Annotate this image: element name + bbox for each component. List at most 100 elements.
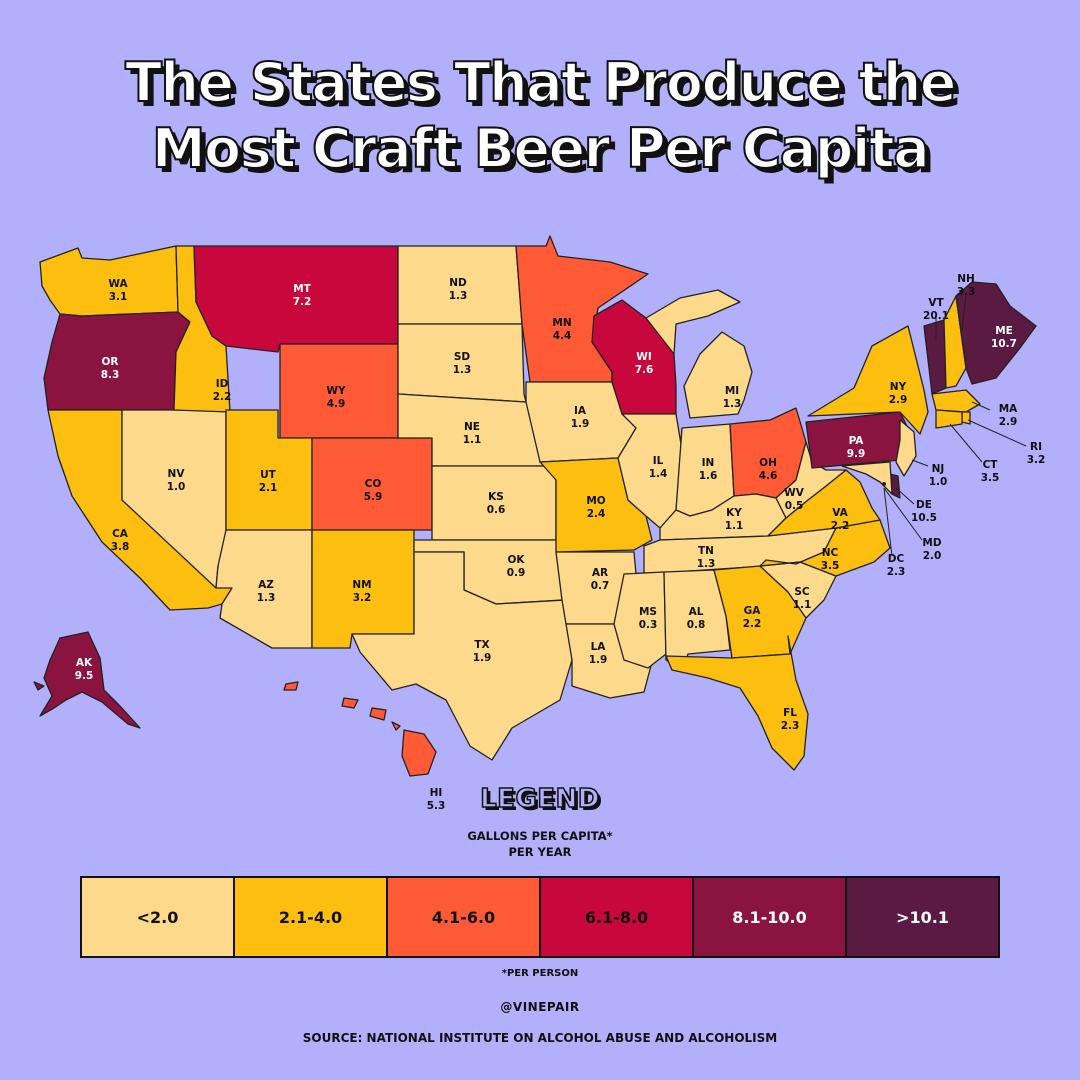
state-label-hi: HI5.3 [427,787,446,812]
state-abbr: SC [794,586,810,598]
state-label-id: ID2.2 [213,378,232,403]
state-abbr: NJ [932,463,945,475]
state-label-va: VA2.2 [831,507,850,532]
state-abbr: ME [995,325,1013,337]
state-label-wa: WA3.1 [108,278,128,303]
state-abbr: CT [983,459,999,471]
state-label-ms: MS0.3 [639,606,658,631]
state-abbr: AR [592,567,608,579]
label-leader-lines [883,293,1027,557]
state-value: 9.5 [75,670,94,682]
state-abbr: VT [928,297,944,309]
legend-bin-0: <2.0 [82,878,235,956]
state-sd [397,323,527,403]
legend-subtitle-line-1: GALLONS PER CAPITA* [467,829,613,843]
state-value: 5.9 [364,491,383,503]
state-value: 2.2 [743,618,762,630]
state-label-nj: NJ1.0 [929,463,948,488]
state-abbr: NC [822,547,839,559]
state-value: 0.5 [785,500,804,512]
state-abbr: WY [326,385,346,397]
state-value: 8.3 [101,369,120,381]
state-abbr: DC [888,553,905,565]
state-value: 20.1 [923,310,949,322]
legend-subtitle: GALLONS PER CAPITA* PER YEAR [390,828,690,860]
state-value: 2.0 [923,550,942,562]
state-abbr: OK [507,554,525,566]
state-shapes [33,235,1037,777]
state-ny [807,325,929,435]
state-label-mo: MO2.4 [586,495,605,520]
state-abbr: MI [725,385,739,397]
state-label-sd: SD1.3 [453,351,472,376]
legend-bin-3: 6.1-8.0 [541,878,694,956]
state-abbr: GA [744,605,762,617]
state-abbr: NV [168,468,186,480]
state-abbr: LA [591,641,607,653]
state-abbr: MD [922,537,941,549]
state-label-nm: NM3.2 [352,579,371,604]
state-label-ma: MA2.9 [999,403,1018,428]
page-title: The States That Produce the Most Craft B… [0,50,1080,182]
state-value: 0.8 [687,619,706,631]
state-nj [895,419,917,477]
state-abbr: IA [574,405,587,417]
state-label-oh: OH4.6 [759,457,778,482]
state-value: 3.3 [957,286,976,298]
state-label-ok: OK0.9 [507,554,526,579]
footnote: *PER PERSON [501,968,579,979]
state-nc [759,519,891,577]
state-vt [923,319,947,395]
state-value: 0.7 [591,580,610,592]
state-value: 9.9 [847,448,866,460]
state-abbr: MA [999,403,1018,415]
state-value: 4.6 [759,470,778,482]
state-abbr: RI [1030,441,1042,453]
state-label-al: AL0.8 [687,606,706,631]
state-abbr: NH [957,273,975,285]
state-abbr: NE [464,421,480,433]
state-label-tn: TN1.3 [697,545,716,570]
state-value: 0.3 [639,619,658,631]
state-value: 1.1 [793,599,812,611]
state-abbr: AK [76,657,93,669]
state-label-pa: PA9.9 [847,435,866,460]
state-value: 0.9 [507,567,526,579]
state-abbr: UT [260,469,277,481]
state-ks [431,465,557,541]
state-value: 1.4 [649,468,668,480]
state-abbr: ID [216,378,229,390]
state-value: 7.6 [635,364,654,376]
state-labels: WA3.1OR8.3CA3.8NV1.0ID2.2MT7.2WY4.9UT2.1… [75,273,1046,812]
legend-subtitle-line-2: PER YEAR [508,845,572,859]
state-label-mn: MN4.4 [552,317,571,342]
state-abbr: OR [101,356,118,368]
state-value: 2.2 [831,520,850,532]
leader-dc [883,487,893,557]
state-value: 3.5 [981,472,1000,484]
state-value: 2.9 [999,416,1018,428]
legend-bin-2: 4.1-6.0 [388,878,541,956]
state-abbr: SD [454,351,471,363]
state-label-or: OR8.3 [101,356,120,381]
state-ct [935,409,963,429]
state-label-ca: CA3.8 [111,528,130,553]
state-abbr: MT [293,283,311,295]
leader-nj [911,459,929,467]
state-abbr: NY [890,381,907,393]
state-value: 1.3 [257,592,276,604]
state-value: 1.0 [167,481,186,493]
state-abbr: KS [488,491,504,503]
state-value: 2.3 [781,720,800,732]
state-value: 4.4 [553,330,572,342]
state-label-ut: UT2.1 [259,469,278,494]
state-abbr: MN [552,317,571,329]
title-line-1: The States That Produce the [124,50,957,115]
state-value: 4.9 [327,398,346,410]
state-fl [665,635,809,771]
state-label-ri: RI3.2 [1027,441,1046,466]
state-value: 1.3 [449,290,468,302]
